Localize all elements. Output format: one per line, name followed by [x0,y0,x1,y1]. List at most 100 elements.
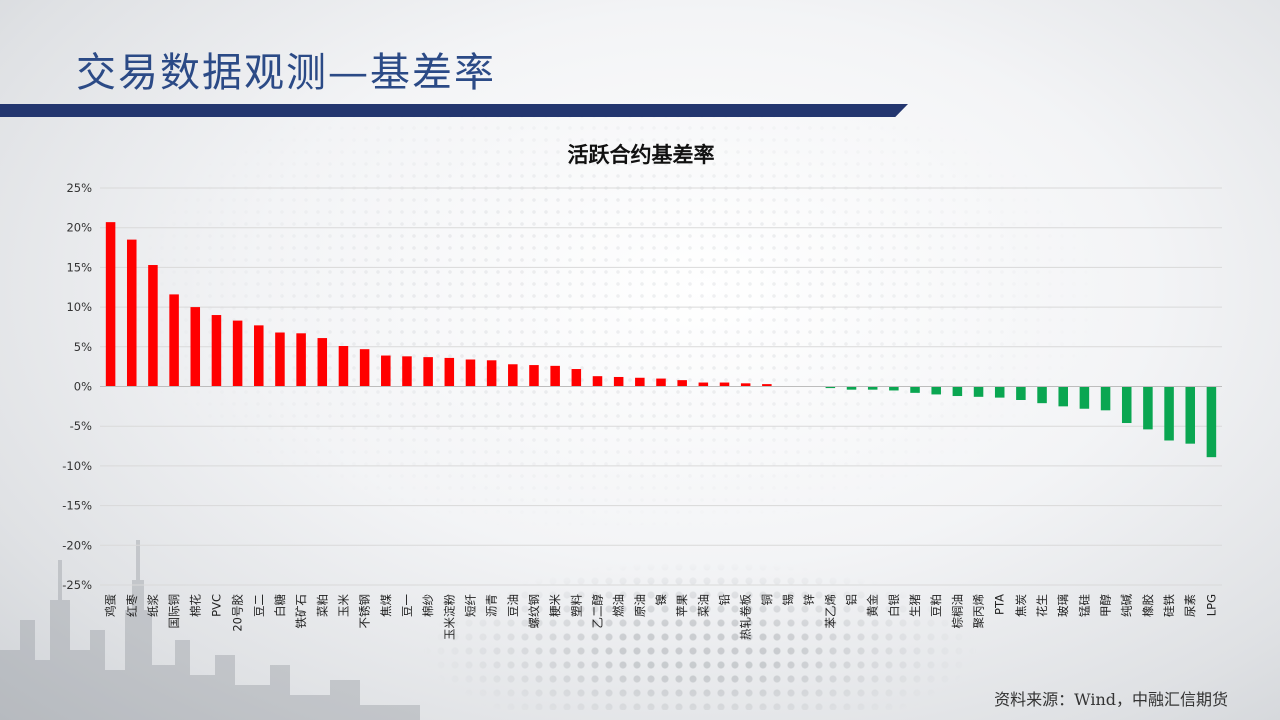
y-tick-label: -10% [62,459,92,473]
bar-黄金 [867,386,878,390]
x-tick-label: 尿素 [1183,594,1197,617]
x-tick-label: 豆一 [400,594,414,617]
x-tick-label: 菜粕 [315,594,329,617]
y-tick-label: -15% [62,499,92,513]
bar-20号胶 [232,320,243,387]
x-tick-label: 国际铜 [167,594,181,629]
bar-菜油 [698,382,709,387]
chart-gridlines [100,187,1222,586]
y-tick-label: -5% [70,419,92,433]
bar-苹果 [677,380,687,387]
x-tick-label: 焦炭 [1014,594,1028,617]
x-tick-label: 铜 [760,594,774,606]
bar-玉米淀粉 [444,357,455,387]
bar-焦炭 [1016,386,1026,400]
bar-短纤 [465,359,476,387]
x-tick-label: 锡 [781,594,795,606]
bar-铁矿石 [296,333,306,387]
bar-棉纱 [423,357,433,387]
x-tick-label: 甲醇 [1099,594,1113,617]
bar-铅 [719,382,730,387]
x-tick-label: 粳米 [548,594,562,617]
bar-铜 [762,384,772,387]
bar-豆油 [508,364,518,387]
bar-原油 [635,377,645,387]
x-tick-label: 纸浆 [146,594,160,617]
x-tick-label: 玻璃 [1056,594,1070,617]
bar-豆二 [254,325,264,387]
x-tick-label: 塑料 [569,594,583,617]
x-tick-label: 锰硅 [1077,594,1091,617]
bar-玉米 [338,346,349,387]
y-axis-tick-labels: 25% 20% 15% 10% 5% 0% -5% -10% -15% -20% -25% [62,181,92,592]
x-tick-label: 红枣 [125,594,139,617]
y-tick-label: 5% [74,340,92,354]
x-tick-label: 原油 [633,594,647,617]
bar-纸浆 [148,265,158,387]
x-tick-label: 生猪 [908,594,922,617]
x-tick-label: 铝 [845,594,859,606]
bar-塑料 [571,369,582,387]
bar-硅铁 [1164,386,1174,441]
x-tick-label: 棉纱 [421,594,435,617]
chart-bars [105,222,1217,458]
bar-白糖 [275,332,285,387]
x-tick-label: 沥青 [485,594,499,617]
x-tick-label: 豆粕 [929,594,943,617]
x-tick-label: 焦煤 [379,594,393,617]
page-title: 交易数据观测—基差率 [76,50,496,96]
x-tick-label: 豆二 [252,594,266,617]
chart-title: 活跃合约基差率 [568,143,715,167]
x-tick-label: 铅 [718,594,732,606]
bar-不锈钢 [359,349,370,387]
bar-甲醇 [1100,386,1111,411]
y-tick-label: 15% [66,260,92,274]
x-tick-label: 棉花 [188,594,202,617]
bar-热轧卷板 [740,383,751,387]
x-tick-label: 橡胶 [1141,594,1155,617]
bar-苯乙烯 [825,386,836,389]
bar-粳米 [550,365,560,387]
bar-铝 [846,386,857,390]
bar-白银 [889,386,899,391]
bar-PVC [211,315,222,387]
bar-红枣 [126,239,137,387]
x-tick-label: 豆油 [506,594,520,617]
x-tick-label: 不锈钢 [358,594,372,629]
bar-鸡蛋 [105,222,116,387]
bar-豆粕 [931,386,941,395]
x-tick-label: 棕榈油 [950,594,964,629]
bar-生猪 [910,386,920,393]
bar-锰硅 [1079,386,1090,409]
world-map-background [120,110,1100,530]
x-tick-label: 螺纹钢 [527,594,541,629]
x-tick-label: 苹果 [675,594,689,617]
x-tick-label: 铁矿石 [294,594,308,629]
bar-燃油 [613,376,624,387]
bar-聚丙烯 [973,386,984,397]
bar-豆一 [402,356,412,387]
x-tick-label: 白银 [887,594,901,617]
x-tick-label: 乙二醇 [590,594,604,629]
bar-沥青 [486,360,497,387]
x-tick-label: 白糖 [273,594,287,617]
bar-花生 [1037,386,1047,404]
bar-焦煤 [381,355,391,387]
x-tick-label: PVC [209,594,223,617]
bar-菜粕 [317,338,328,387]
x-tick-label: 鸡蛋 [104,594,118,617]
x-tick-label: 镍 [654,594,668,606]
x-tick-label: 热轧卷板 [739,594,753,640]
x-tick-label: PTA [993,594,1007,615]
x-tick-label: 硅铁 [1162,594,1176,617]
source-note: 资料来源：Wind，中融汇信期货 [994,690,1228,709]
x-tick-label: 锌 [802,594,816,606]
bar-纯碱 [1121,386,1132,424]
x-tick-label: LPG [1204,594,1218,616]
x-tick-label: 花生 [1035,594,1049,617]
bar-玻璃 [1058,386,1068,407]
x-tick-label: 菜油 [696,594,710,617]
y-tick-label: 20% [66,221,92,235]
y-tick-label: 25% [66,181,92,195]
y-tick-label: -25% [62,578,92,592]
